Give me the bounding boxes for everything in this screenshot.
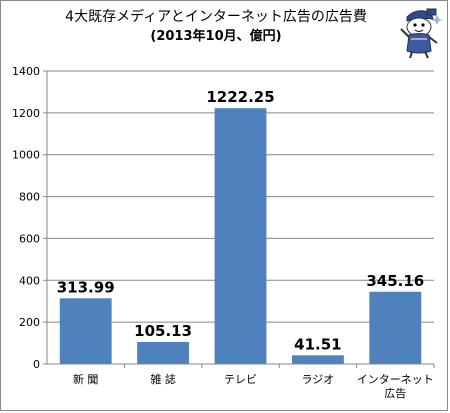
mascot-icon [400,8,443,59]
x-category-label: 雑 誌 [150,372,176,386]
x-category-label: テレビ [224,373,257,386]
x-category-label: 広告 [384,387,406,400]
chart-title-block: 4大既存メディアとインターネット広告の広告費 (2013年10月、億円) [1,8,431,47]
bar [214,108,267,365]
bar [291,355,344,364]
chart-subtitle: (2013年10月、億円) [150,29,282,44]
y-tick-label: 400 [19,274,40,287]
y-tick-label: 1000 [12,149,40,162]
data-label: 41.51 [294,335,341,353]
y-tick-label: 0 [33,358,40,371]
data-label: 313.99 [57,278,115,296]
x-category-label: インターネット [357,373,434,386]
bar [369,291,422,364]
data-label: 1222.25 [206,88,274,106]
chart-title: 4大既存メディアとインターネット広告の広告費 [65,9,367,25]
bar [59,298,112,364]
data-label: 105.13 [134,322,192,340]
y-tick-label: 1400 [12,65,40,78]
y-tick-label: 800 [19,191,40,204]
y-tick-label: 1200 [12,107,40,120]
bar [137,341,190,364]
x-category-label: ラジオ [302,373,335,386]
data-label: 345.16 [366,272,424,290]
y-tick-label: 200 [19,316,40,329]
y-tick-label: 600 [19,232,40,245]
x-category-label: 新 聞 [73,372,99,386]
